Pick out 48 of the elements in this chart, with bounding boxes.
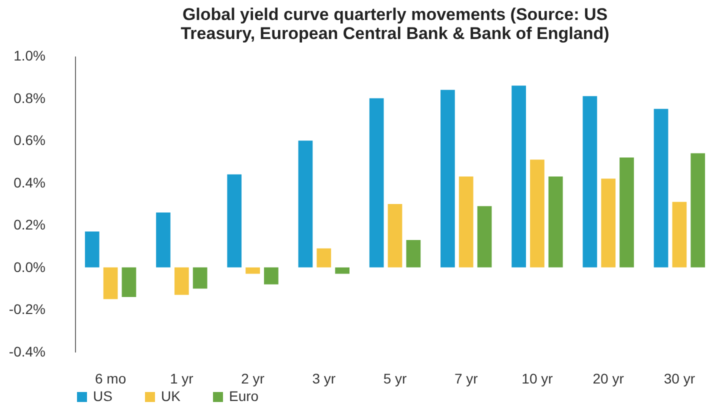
y-tick-label: -0.4% [8, 344, 46, 360]
bar [246, 267, 260, 274]
y-tick-label: 0.6% [14, 132, 46, 148]
x-tick-label: 7 yr [454, 370, 478, 386]
x-tick-label: 1 yr [170, 370, 194, 386]
bar [620, 157, 634, 268]
bar [406, 240, 421, 268]
y-tick-label: 1.0% [14, 48, 46, 64]
bar [388, 204, 402, 268]
x-tick-label: 2 yr [241, 370, 265, 386]
y-tick-label: 0.8% [14, 90, 46, 106]
bar [690, 153, 706, 268]
bar [477, 206, 492, 268]
bar [654, 108, 668, 268]
bar [316, 248, 332, 268]
bar [582, 96, 598, 268]
legend-label: US [93, 388, 112, 404]
y-tick-label: -0.2% [8, 301, 46, 318]
x-tick-label: 3 yr [312, 370, 336, 386]
bar [174, 267, 189, 295]
x-tick-label: 20 yr [592, 370, 624, 386]
x-tick-label: 5 yr [383, 370, 408, 386]
bar [440, 90, 455, 268]
bar [335, 267, 350, 274]
bar [227, 174, 242, 268]
bar [103, 267, 118, 300]
legend-label: UK [161, 388, 182, 404]
bar [458, 176, 474, 268]
y-tick-label: 0.0% [14, 258, 46, 275]
y-tick-label: 0.4% [14, 174, 46, 190]
y-tick-label: 0.2% [14, 216, 46, 233]
x-tick-label: 10 yr [522, 370, 554, 386]
bar [512, 86, 526, 268]
x-tick-label: 30 yr [664, 370, 696, 386]
bar [122, 267, 136, 298]
chart-title: Global yield curve quarterly movements (Source: US Treasury, European Central Bank & Bank of England) [180, 5, 610, 43]
bar [601, 178, 616, 268]
bar [84, 231, 100, 268]
x-tick-label: 6 mo [94, 370, 126, 386]
legend-label: Euro [229, 388, 259, 404]
bar [369, 98, 384, 268]
bar [192, 267, 208, 289]
bar [298, 140, 313, 268]
bar [530, 160, 544, 268]
bar [156, 212, 170, 268]
bar [264, 267, 278, 284]
bar [672, 202, 687, 268]
bar [548, 176, 563, 268]
